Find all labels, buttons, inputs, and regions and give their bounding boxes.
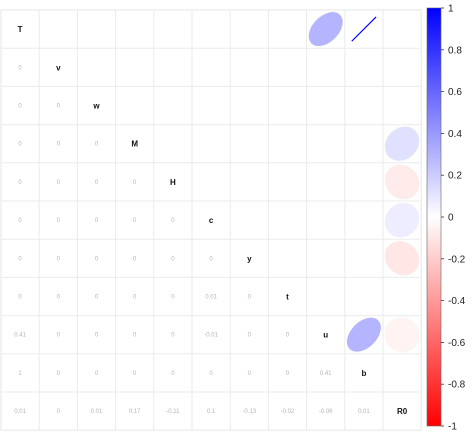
colorbar-tick-label: 0.4 xyxy=(448,129,462,140)
coefficient-label: 0 xyxy=(171,333,175,339)
correlation-ellipse xyxy=(384,164,420,200)
coefficient-label: 0 xyxy=(209,371,213,377)
coefficient-label: 0.41 xyxy=(320,371,332,377)
colorbar-tick-label: 0.6 xyxy=(448,87,462,98)
correlation-ellipse xyxy=(384,202,420,238)
coefficient-label: 0 xyxy=(133,295,137,301)
variable-label: w xyxy=(92,102,100,111)
coefficient-label: 0.17 xyxy=(129,409,141,415)
correlation-ellipse xyxy=(384,126,420,162)
coefficient-label: 0 xyxy=(286,333,290,339)
colorbar-tick-label: 0 xyxy=(448,213,454,224)
colorbar-tick-label: -0.4 xyxy=(448,296,466,307)
coefficient-label: 0 xyxy=(133,371,137,377)
coefficient-label: 0.01 xyxy=(205,295,217,301)
coefficient-label: 0.01 xyxy=(14,409,26,415)
coefficient-label: 0 xyxy=(95,371,99,377)
coefficient-label: 0 xyxy=(95,180,99,186)
coefficient-label: 0.1 xyxy=(207,409,216,415)
coefficient-label: 0 xyxy=(171,218,175,224)
coefficient-label: 0 xyxy=(57,104,61,110)
colorbar-tick-label: -1 xyxy=(448,422,457,432)
variable-label: b xyxy=(361,369,366,378)
coefficient-label: 0 xyxy=(286,371,290,377)
coefficient-label: 0 xyxy=(133,218,137,224)
coefficient-label: -0.02 xyxy=(281,409,295,415)
coefficient-label: 0 xyxy=(133,333,137,339)
colorbar-tick-label: -0.2 xyxy=(448,254,466,265)
coefficient-label: 0 xyxy=(95,295,99,301)
coefficient-label: 0 xyxy=(95,256,99,262)
coefficient-label: 0 xyxy=(95,218,99,224)
coefficient-label: 0 xyxy=(95,142,99,148)
colorbar-tick-label: -0.8 xyxy=(448,380,466,391)
coefficient-label: 0.01 xyxy=(91,409,103,415)
variable-label: t xyxy=(286,293,289,302)
coefficient-label: 0 xyxy=(133,256,137,262)
coefficient-label: 0 xyxy=(57,371,61,377)
coefficient-label: 0 xyxy=(57,295,61,301)
coefficient-label: 0 xyxy=(18,104,22,110)
colorbar-tick-label: 0.2 xyxy=(448,171,462,182)
coefficient-label: 0 xyxy=(171,256,175,262)
correlation-ellipse xyxy=(384,240,420,276)
coefficient-label: 0 xyxy=(171,371,175,377)
coefficient-label: 0.41 xyxy=(14,333,26,339)
variable-label: y xyxy=(247,254,252,263)
coefficient-label: 0 xyxy=(95,333,99,339)
correlation-ellipse xyxy=(308,11,344,47)
variable-label: c xyxy=(209,216,214,225)
variable-label: v xyxy=(56,63,61,72)
coefficient-label: 0 xyxy=(57,409,61,415)
coefficient-label: 1 xyxy=(18,371,22,377)
coefficient-label: 0 xyxy=(209,256,213,262)
coefficient-label: 0 xyxy=(57,256,61,262)
coefficient-label: 0 xyxy=(57,333,61,339)
variable-label: H xyxy=(170,178,176,187)
colorbar-tick-label: 0.8 xyxy=(448,45,462,56)
variable-label: T xyxy=(18,25,23,34)
coefficient-label: 0 xyxy=(18,256,22,262)
coefficient-label: 0 xyxy=(248,295,252,301)
coefficient-label: 0.01 xyxy=(358,409,370,415)
coefficient-label: 0 xyxy=(18,180,22,186)
colorbar-tick-label: -0.6 xyxy=(448,338,466,349)
correlation-ellipse xyxy=(346,317,382,353)
variable-label: M xyxy=(131,140,138,149)
coefficient-label: 0 xyxy=(57,180,61,186)
coefficient-label: -0.01 xyxy=(204,333,218,339)
correlation-ellipse xyxy=(351,16,377,42)
variable-label: R0 xyxy=(397,407,408,416)
coefficient-label: 0 xyxy=(57,142,61,148)
coefficient-label: 0 xyxy=(18,295,22,301)
coefficient-label: -0.13 xyxy=(242,409,256,415)
coefficient-label: 0 xyxy=(248,371,252,377)
coefficient-label: 0 xyxy=(171,295,175,301)
coefficient-label: 0 xyxy=(57,218,61,224)
coefficient-label: 0 xyxy=(18,65,22,71)
coefficient-label: 0 xyxy=(133,180,137,186)
correlation-ellipse xyxy=(384,317,420,353)
coefficient-label: -0.11 xyxy=(166,409,180,415)
coefficient-label: 0 xyxy=(18,218,22,224)
colorbar xyxy=(426,7,442,427)
variable-label: u xyxy=(323,331,328,340)
colorbar-tick-label: 1 xyxy=(448,4,454,15)
coefficient-label: 0 xyxy=(18,142,22,148)
plot-area xyxy=(0,9,422,431)
coefficient-label: 0 xyxy=(248,333,252,339)
coefficient-label: -0.06 xyxy=(319,409,333,415)
